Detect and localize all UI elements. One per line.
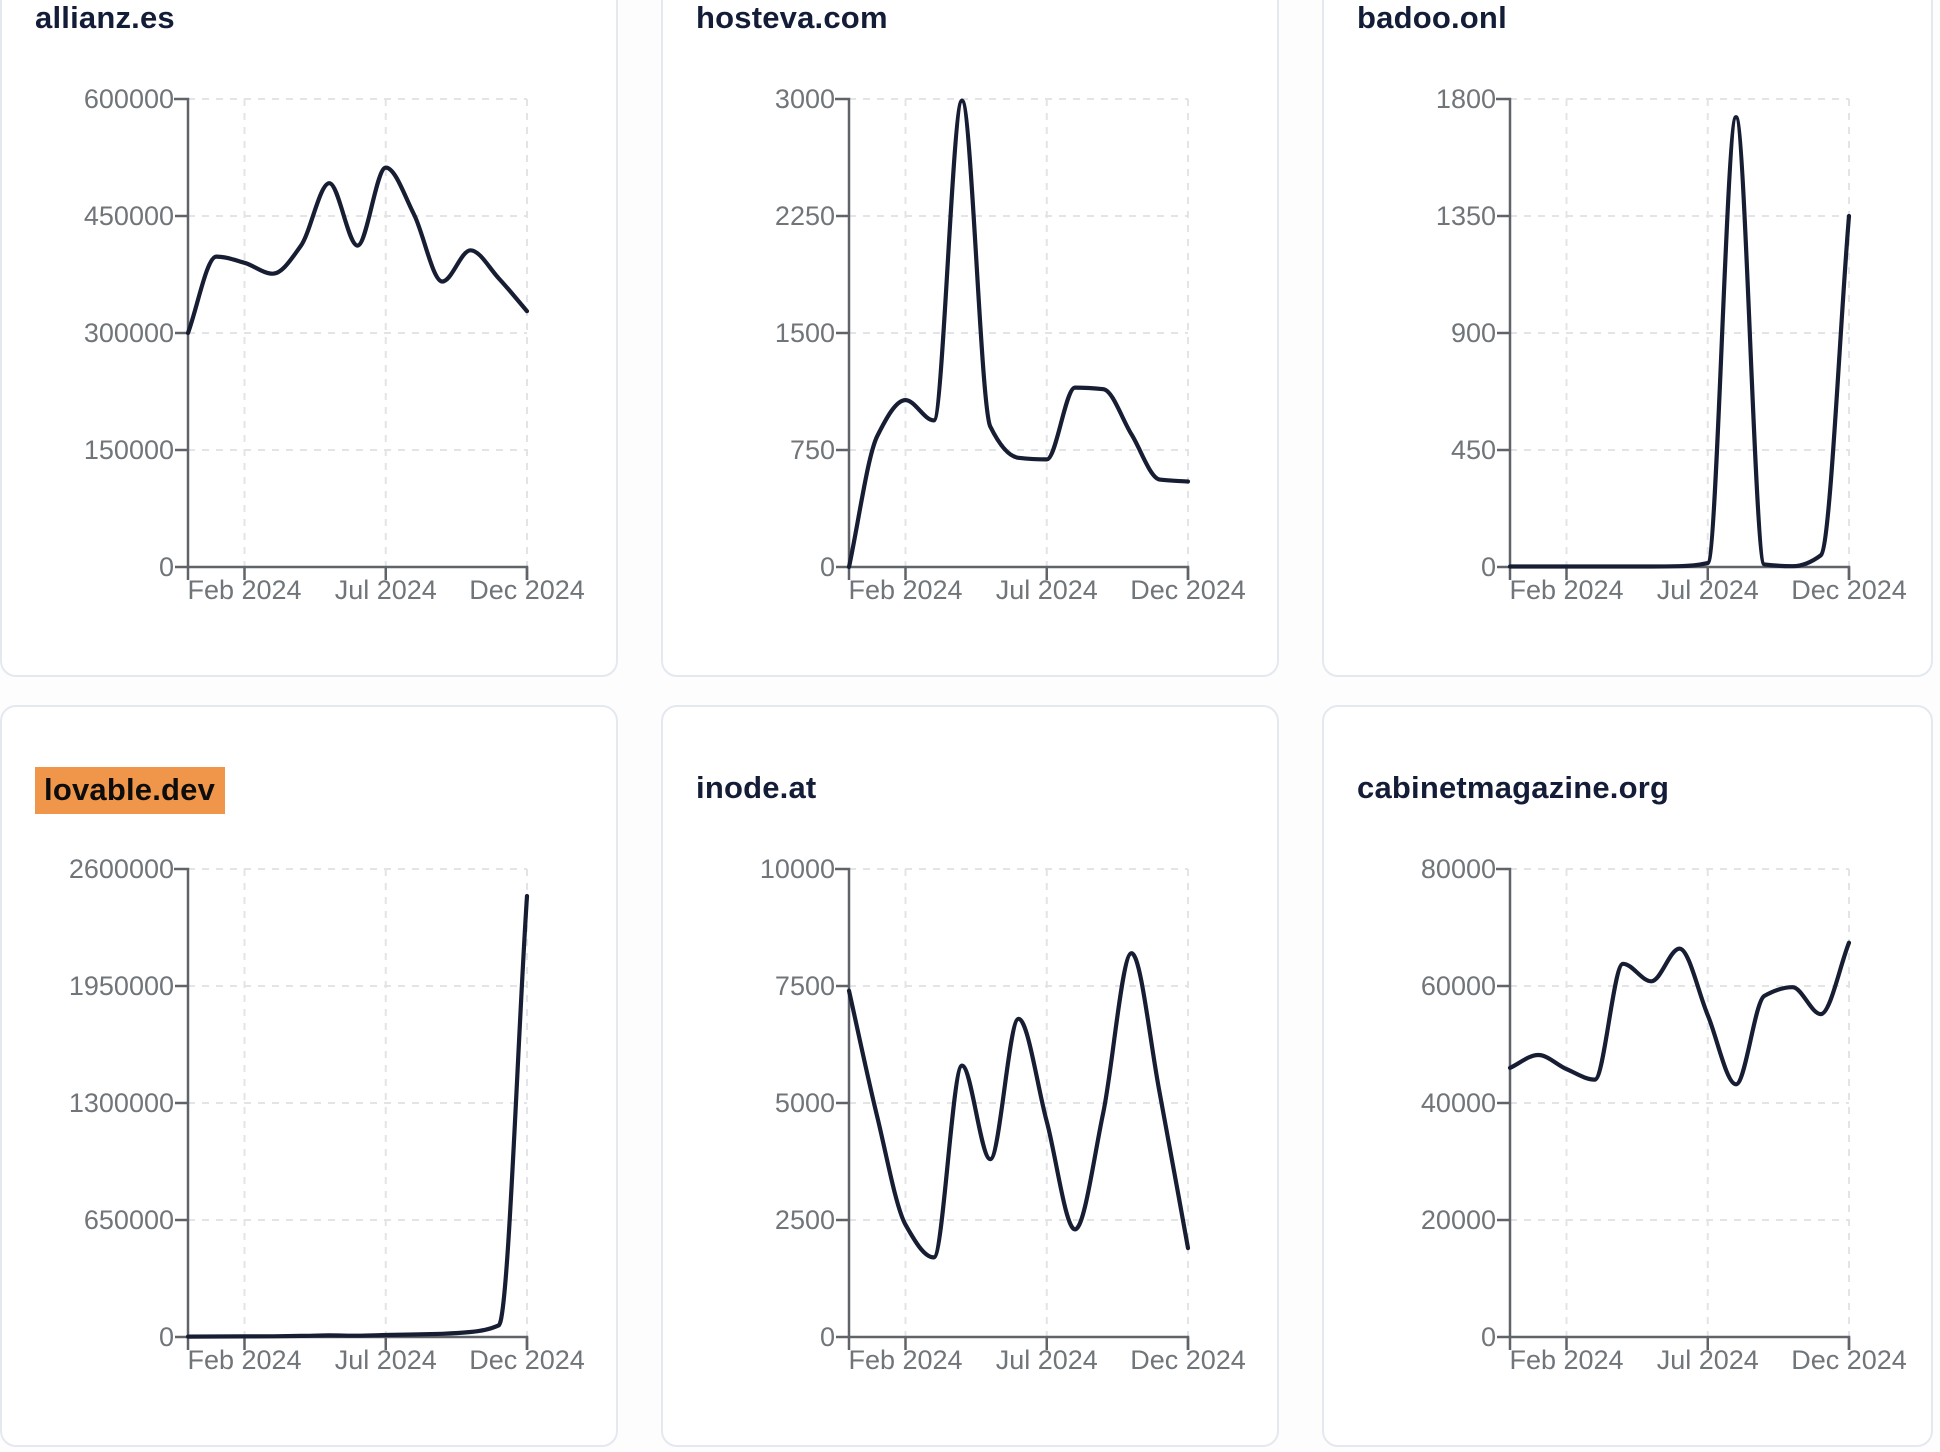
y-tick-label: 450 — [1451, 435, 1496, 465]
x-tick-label: Feb 2024 — [848, 1345, 962, 1375]
y-axis — [1496, 867, 1512, 1337]
y-tick-label: 1350 — [1436, 201, 1496, 231]
line-chart: 0 150000 300000 450000 600000 Feb 2024 Jul 202… — [84, 84, 585, 605]
y-tick-label: 450000 — [84, 201, 174, 231]
x-tick-label: Jul 2024 — [1657, 1345, 1759, 1375]
y-axis — [1496, 97, 1512, 567]
y-tick-label: 20000 — [1421, 1205, 1496, 1235]
x-tick-label: Dec 2024 — [1791, 575, 1907, 605]
y-tick-label: 1300000 — [69, 1088, 174, 1118]
y-tick-label: 650000 — [84, 1205, 174, 1235]
line-chart: 0 450 900 1350 1800 Feb 2024 Jul 2024 Dec 2024 — [1436, 84, 1907, 605]
line-chart: 0 2500 5000 7500 10000 Feb 2024 Jul 2024 Dec 20… — [760, 854, 1246, 1375]
y-tick-label: 1500 — [775, 318, 835, 348]
line-chart: 0 750 1500 2250 3000 Feb 2024 Jul 2024 Dec 2024 — [775, 84, 1246, 605]
y-tick-label: 60000 — [1421, 971, 1496, 1001]
x-tick-label: Jul 2024 — [335, 575, 437, 605]
x-tick-label: Feb 2024 — [187, 575, 301, 605]
y-tick-label: 2500 — [775, 1205, 835, 1235]
series-line — [846, 951, 1191, 1260]
y-tick-label: 0 — [159, 1322, 174, 1352]
series-line — [846, 98, 1191, 570]
x-tick-label: Jul 2024 — [996, 575, 1098, 605]
x-tick-label: Feb 2024 — [187, 1345, 301, 1375]
chart-title: cabinetmagazine.org — [1357, 767, 1669, 809]
y-tick-label: 5000 — [775, 1088, 835, 1118]
chart-title-text: badoo.onl — [1357, 0, 1507, 35]
y-tick-label: 1800 — [1436, 84, 1496, 114]
x-tick-label: Dec 2024 — [1791, 1345, 1907, 1375]
chart-title-text: hosteva.com — [696, 0, 888, 35]
x-tick-label: Dec 2024 — [1130, 575, 1246, 605]
y-tick-label: 0 — [1481, 552, 1496, 582]
chart-card-lovable: lovable.dev 0 650000 1300000 1950000 2600000… — [0, 705, 618, 1447]
y-tick-label: 80000 — [1421, 854, 1496, 884]
chart-card-inode: inode.at 0 2500 5000 7500 10000 Feb 2024 Jul 2… — [661, 705, 1279, 1447]
series-line — [185, 893, 530, 1339]
chart-card-allianz: allianz.es 0 150000 300000 450000 600000 Feb … — [0, 0, 618, 677]
y-axis — [174, 867, 190, 1337]
chart-title: inode.at — [696, 767, 816, 809]
chart-title-text: cabinetmagazine.org — [1357, 770, 1670, 805]
chart-title: allianz.es — [35, 0, 175, 39]
y-axis — [174, 97, 190, 567]
y-tick-label: 150000 — [84, 435, 174, 465]
x-tick-label: Dec 2024 — [469, 1345, 585, 1375]
y-tick-label: 7500 — [775, 971, 835, 1001]
y-tick-label: 1950000 — [69, 971, 174, 1001]
chart-title-text: allianz.es — [35, 0, 175, 35]
y-tick-label: 300000 — [84, 318, 174, 348]
chart-card-hosteva: hosteva.com 0 750 1500 2250 3000 Feb 2024 Jul … — [661, 0, 1279, 677]
y-axis — [835, 867, 851, 1337]
chart-title: lovable.dev — [35, 767, 226, 814]
chart-title-text: lovable.dev — [35, 767, 226, 814]
y-tick-label: 10000 — [760, 854, 835, 884]
y-tick-label: 40000 — [1421, 1088, 1496, 1118]
chart-title: badoo.onl — [1357, 0, 1507, 39]
y-tick-label: 3000 — [775, 84, 835, 114]
x-tick-label: Feb 2024 — [1509, 1345, 1623, 1375]
chart-card-cabinetmagazine: cabinetmagazine.org 0 20000 40000 60000 8000… — [1322, 705, 1933, 1447]
x-tick-label: Dec 2024 — [1130, 1345, 1246, 1375]
x-tick-label: Jul 2024 — [996, 1345, 1098, 1375]
y-tick-label: 0 — [159, 552, 174, 582]
chart-card-badoo: badoo.onl 0 450 900 1350 1800 Feb 2024 Jul 202… — [1322, 0, 1933, 677]
line-chart: 0 20000 40000 60000 80000 Feb 2024 Jul 2024 Dec… — [1421, 854, 1907, 1375]
y-tick-label: 900 — [1451, 318, 1496, 348]
chart-title-text: inode.at — [696, 770, 817, 805]
line-chart: 0 650000 1300000 1950000 2600000 Feb 2024 Jul … — [69, 854, 585, 1375]
y-tick-label: 0 — [820, 552, 835, 582]
y-axis — [835, 97, 851, 567]
y-tick-label: 2600000 — [69, 854, 174, 884]
y-tick-label: 750 — [790, 435, 835, 465]
series-line — [1507, 115, 1852, 569]
chart-title: hosteva.com — [696, 0, 888, 39]
y-tick-label: 600000 — [84, 84, 174, 114]
y-tick-label: 0 — [820, 1322, 835, 1352]
x-tick-label: Feb 2024 — [1509, 575, 1623, 605]
x-tick-label: Jul 2024 — [1657, 575, 1759, 605]
x-tick-label: Dec 2024 — [469, 575, 585, 605]
x-tick-label: Jul 2024 — [335, 1345, 437, 1375]
y-tick-label: 2250 — [775, 201, 835, 231]
x-tick-label: Feb 2024 — [848, 575, 962, 605]
series-line — [185, 165, 530, 336]
y-tick-label: 0 — [1481, 1322, 1496, 1352]
series-line — [1507, 940, 1852, 1087]
